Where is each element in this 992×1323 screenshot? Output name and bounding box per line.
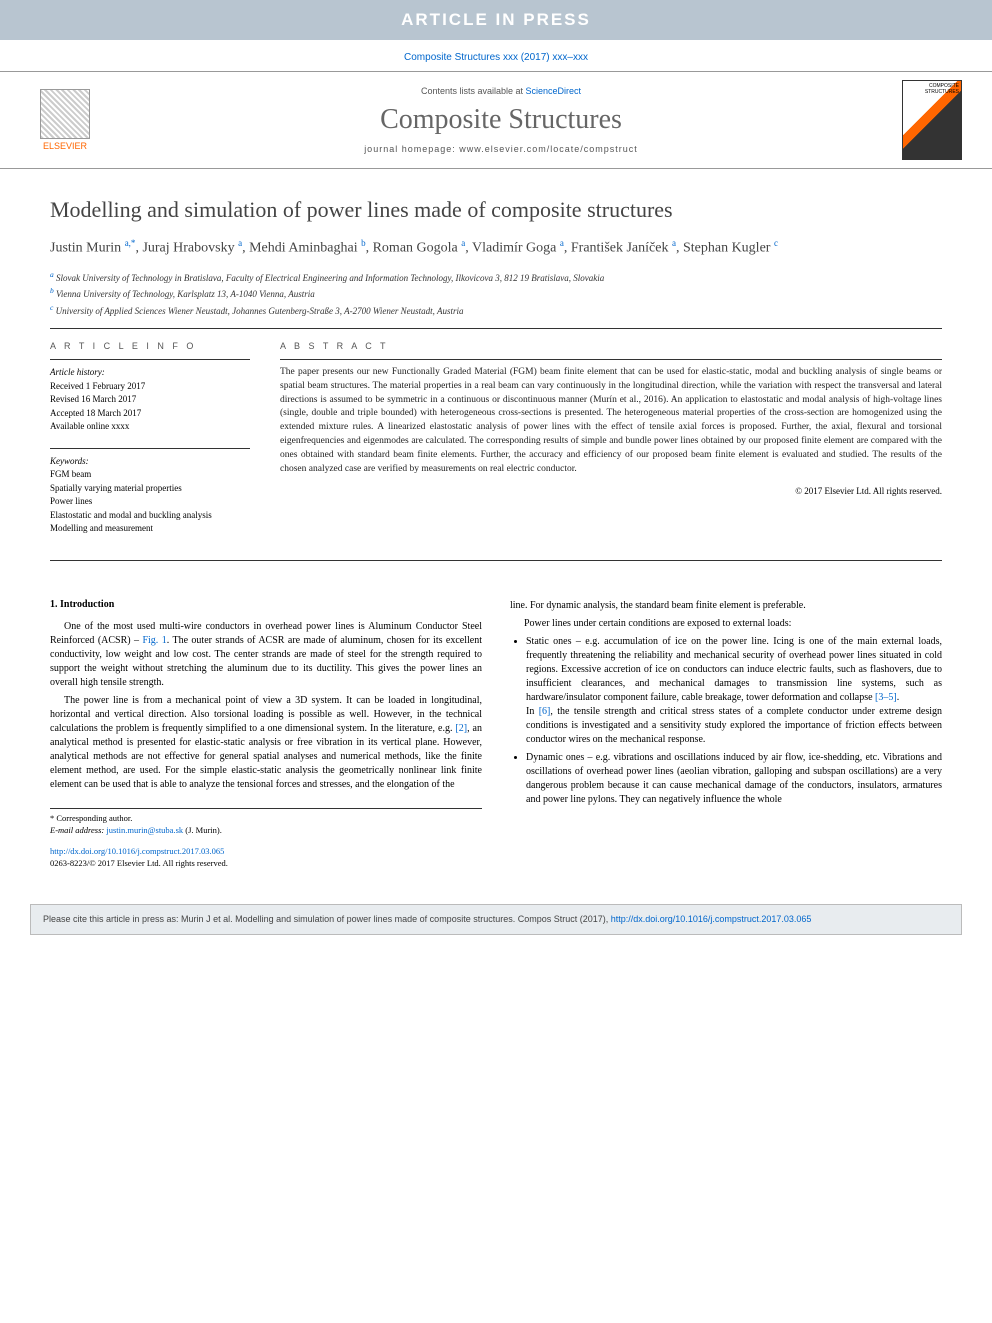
doi-block: http://dx.doi.org/10.1016/j.compstruct.2… — [50, 846, 482, 870]
article-info-column: A R T I C L E I N F O Article history: R… — [50, 341, 250, 550]
journal-cover-label: COMPOSITE STRUCTURES — [903, 83, 959, 95]
masthead-center: Contents lists available at ScienceDirec… — [100, 86, 902, 154]
abstract-label: A B S T R A C T — [280, 341, 942, 351]
body-paragraph: line. For dynamic analysis, the standard… — [510, 599, 942, 613]
article-title: Modelling and simulation of power lines … — [50, 197, 942, 223]
elsevier-tree-icon — [40, 89, 90, 139]
doi-link[interactable]: http://dx.doi.org/10.1016/j.compstruct.2… — [50, 846, 224, 856]
body-paragraph: Power lines under certain conditions are… — [510, 617, 942, 631]
abstract-text: The paper presents our new Functionally … — [280, 366, 942, 476]
journal-name: Composite Structures — [100, 104, 902, 136]
issn-copyright: 0263-8223/© 2017 Elsevier Ltd. All right… — [50, 858, 228, 868]
section-1-heading: 1. Introduction — [50, 599, 482, 610]
body-left-column: 1. Introduction One of the most used mul… — [50, 599, 482, 871]
body-columns: 1. Introduction One of the most used mul… — [50, 599, 942, 871]
history-label: Article history: — [50, 366, 250, 380]
history-line: Received 1 February 2017 — [50, 380, 250, 394]
keyword-line: Power lines — [50, 495, 250, 509]
journal-masthead: ELSEVIER Contents lists available at Sci… — [0, 71, 992, 169]
article-history-block: Article history: Received 1 February 201… — [50, 366, 250, 434]
body-right-column: line. For dynamic analysis, the standard… — [510, 599, 942, 871]
body-paragraph: One of the most used multi-wire conducto… — [50, 620, 482, 690]
keyword-line: Spatially varying material properties — [50, 482, 250, 496]
external-loads-list: Static ones – e.g. accumulation of ice o… — [526, 635, 942, 807]
list-item: Dynamic ones – e.g. vibrations and oscil… — [526, 751, 942, 807]
rule-abstract — [280, 359, 942, 360]
sciencedirect-link[interactable]: ScienceDirect — [526, 86, 582, 96]
contents-prefix: Contents lists available at — [421, 86, 526, 96]
elsevier-logo: ELSEVIER — [30, 80, 100, 160]
keywords-label: Keywords: — [50, 455, 250, 469]
history-line: Available online xxxx — [50, 420, 250, 434]
email-label: E-mail address: — [50, 825, 106, 835]
rule-info-2 — [50, 448, 250, 449]
affiliations: a Slovak University of Technology in Bra… — [50, 269, 942, 319]
article-in-press-banner: ARTICLE IN PRESS — [0, 0, 992, 40]
contents-line: Contents lists available at ScienceDirec… — [100, 86, 902, 96]
rule-bottom — [50, 560, 942, 561]
corresponding-email-link[interactable]: justin.murin@stuba.sk — [106, 825, 183, 835]
rule-top — [50, 328, 942, 329]
corresponding-label: * Corresponding author. — [50, 813, 482, 825]
homepage-url: www.elsevier.com/locate/compstruct — [459, 144, 638, 154]
keyword-line: Elastostatic and modal and buckling anal… — [50, 509, 250, 523]
affiliation-line: a Slovak University of Technology in Bra… — [50, 269, 942, 286]
abstract-copyright: © 2017 Elsevier Ltd. All rights reserved… — [280, 486, 942, 496]
corresponding-name: (J. Murin). — [183, 825, 222, 835]
keyword-line: FGM beam — [50, 468, 250, 482]
corresponding-author-block: * Corresponding author. E-mail address: … — [50, 808, 482, 837]
please-cite-box: Please cite this article in press as: Mu… — [30, 904, 962, 935]
journal-cover-thumbnail: COMPOSITE STRUCTURES — [902, 80, 962, 160]
affiliation-line: b Vienna University of Technology, Karls… — [50, 285, 942, 302]
cite-doi-link[interactable]: http://dx.doi.org/10.1016/j.compstruct.2… — [611, 914, 812, 924]
keywords-block: Keywords: FGM beamSpatially varying mate… — [50, 455, 250, 536]
affiliation-line: c University of Applied Sciences Wiener … — [50, 302, 942, 319]
elsevier-label: ELSEVIER — [43, 141, 87, 151]
list-item: Static ones – e.g. accumulation of ice o… — [526, 635, 942, 747]
history-line: Revised 16 March 2017 — [50, 393, 250, 407]
homepage-prefix: journal homepage: — [364, 144, 459, 154]
history-line: Accepted 18 March 2017 — [50, 407, 250, 421]
abstract-column: A B S T R A C T The paper presents our n… — [280, 341, 942, 550]
authors-line: Justin Murin a,*, Juraj Hrabovsky a, Meh… — [50, 237, 942, 259]
cite-prefix: Please cite this article in press as: Mu… — [43, 914, 611, 924]
keyword-line: Modelling and measurement — [50, 522, 250, 536]
citation-line: Composite Structures xxx (2017) xxx–xxx — [0, 40, 992, 71]
rule-info — [50, 359, 250, 360]
article-info-label: A R T I C L E I N F O — [50, 341, 250, 351]
body-paragraph: The power line is from a mechanical poin… — [50, 694, 482, 792]
homepage-line: journal homepage: www.elsevier.com/locat… — [100, 144, 902, 154]
